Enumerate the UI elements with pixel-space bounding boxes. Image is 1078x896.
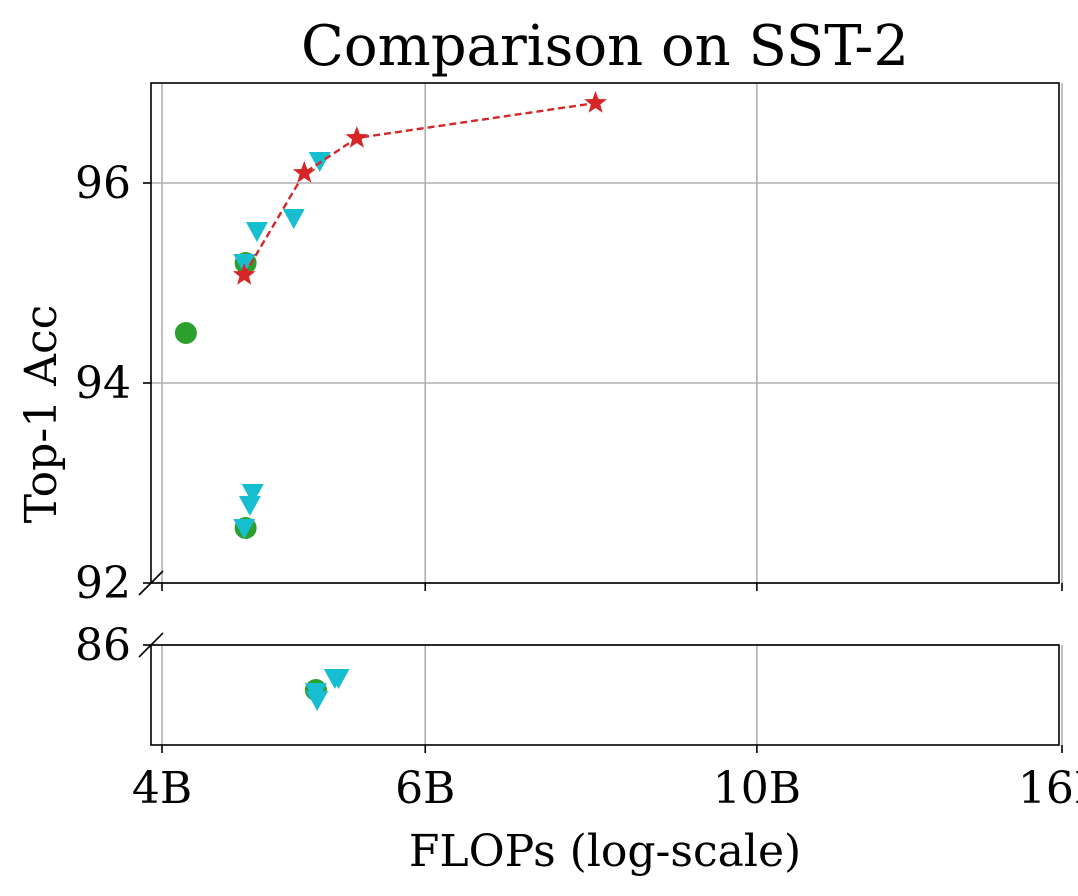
y-tick-label: 92 bbox=[75, 558, 131, 609]
series-ours bbox=[232, 91, 607, 285]
data-point-triangle bbox=[282, 209, 305, 229]
y-tick-label-lower: 86 bbox=[75, 620, 131, 671]
lower-plot-frame bbox=[150, 644, 1060, 746]
axis-break-marks bbox=[138, 570, 164, 658]
y-tick-label: 94 bbox=[75, 358, 131, 409]
x-tick-label: 10B bbox=[713, 763, 801, 814]
x-tick-label: 16B bbox=[1018, 763, 1078, 814]
series-baselines bbox=[174, 252, 327, 701]
y-axis-label: Top-1 Acc bbox=[16, 305, 67, 524]
data-point-star bbox=[232, 263, 256, 285]
data-point-triangle bbox=[327, 669, 350, 689]
data-point-circle bbox=[174, 322, 197, 344]
x-tick-label: 6B bbox=[395, 763, 455, 814]
data-point-triangle bbox=[306, 691, 329, 711]
data-point-triangle bbox=[241, 484, 264, 504]
data-point-star bbox=[584, 91, 607, 113]
chart-title: Comparison on SST-2 bbox=[301, 14, 909, 79]
data-point-star bbox=[292, 161, 316, 183]
x-tick-label: 4B bbox=[132, 763, 192, 814]
y-tick-label: 96 bbox=[75, 158, 131, 209]
data-point-triangle bbox=[238, 496, 261, 516]
upper-plot-frame bbox=[150, 82, 1060, 584]
x-axis-label: FLOPs (log-scale) bbox=[409, 826, 801, 877]
data-point-triangle bbox=[233, 519, 256, 539]
series-line bbox=[243, 101, 596, 276]
data-point-star bbox=[345, 126, 369, 148]
series-pruned-models bbox=[233, 152, 350, 711]
data-point-triangle bbox=[245, 222, 268, 242]
data-series bbox=[174, 91, 607, 711]
axis-ticks: 4B 6B 10B 16B 92 94 96 86 bbox=[75, 158, 1078, 814]
